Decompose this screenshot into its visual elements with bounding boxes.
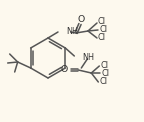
Text: Cl: Cl [98,17,106,26]
Text: Cl: Cl [100,25,108,35]
Text: Cl: Cl [100,61,108,70]
Text: Cl: Cl [98,34,106,42]
Text: Cl: Cl [101,68,109,77]
Text: O: O [77,15,85,25]
Text: NH: NH [82,52,94,61]
Text: O: O [61,66,68,75]
Text: NH: NH [66,26,78,36]
Text: Cl: Cl [99,77,107,86]
